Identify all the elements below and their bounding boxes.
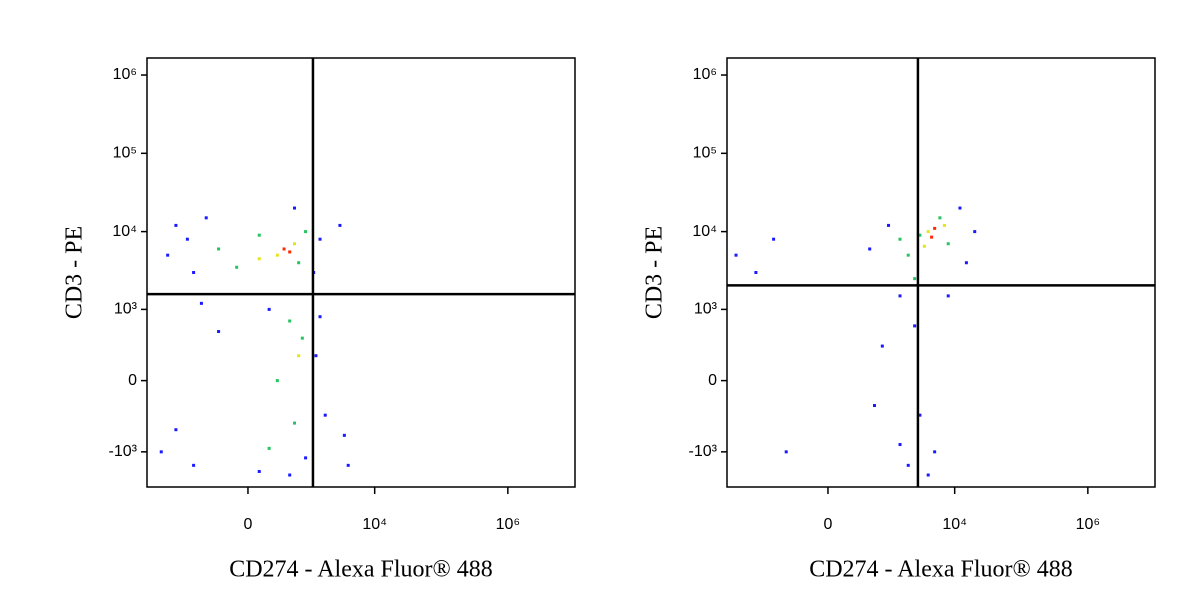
y-tick-label: 0: [128, 372, 137, 389]
event-dot: [204, 216, 208, 220]
event-dot: [784, 450, 788, 454]
event-dot: [906, 463, 910, 467]
x-tick-label: 0: [824, 516, 833, 533]
event-dot: [933, 226, 937, 230]
event-dot: [174, 223, 178, 227]
x-tick-label: 10⁴: [362, 516, 387, 533]
event-dot: [868, 247, 872, 251]
event-dot: [918, 233, 922, 237]
event-dot: [918, 413, 922, 417]
x-tick-label: 0: [244, 516, 253, 533]
x-axis-label: CD274 - Alexa Fluor® 488: [809, 557, 1073, 583]
event-dot: [930, 235, 934, 239]
y-tick-label: 10⁶: [113, 66, 137, 83]
y-tick-label: 10³: [694, 301, 718, 318]
event-dot: [288, 250, 292, 254]
event-dot: [887, 223, 891, 227]
event-dot: [166, 253, 170, 257]
event-dot: [946, 242, 950, 246]
event-dot: [913, 277, 917, 281]
event-dot: [958, 206, 962, 210]
event-dot: [257, 257, 261, 261]
event-dot: [288, 319, 292, 323]
event-dot: [938, 216, 942, 220]
event-dot: [192, 463, 196, 467]
event-dot: [217, 330, 221, 334]
event-dot: [926, 473, 930, 477]
event-dot: [323, 413, 327, 417]
event-dot: [342, 433, 346, 437]
event-dot: [913, 324, 917, 328]
event-dot: [293, 421, 297, 425]
event-dot: [275, 253, 279, 257]
event-dot: [217, 247, 221, 251]
y-axis-label: CD3 - PE: [642, 226, 668, 319]
event-dot: [880, 344, 884, 348]
event-dot: [267, 446, 271, 450]
y-tick-label: 10⁵: [693, 145, 717, 162]
event-dot: [933, 450, 937, 454]
event-dot: [318, 315, 322, 319]
event-dot: [192, 270, 196, 274]
event-dot: [174, 428, 178, 432]
y-tick-label: -10³: [109, 443, 138, 460]
y-axis-label: CD3 - PE: [62, 226, 88, 319]
event-dot: [314, 354, 318, 358]
event-dot: [293, 242, 297, 246]
event-dot: [304, 456, 308, 460]
event-dot: [199, 301, 203, 305]
event-dot: [288, 473, 292, 477]
event-dot: [185, 237, 189, 241]
event-dot: [275, 379, 279, 383]
event-dot: [942, 223, 946, 227]
x-tick-label: 10⁶: [496, 516, 520, 533]
x-tick-label: 10⁶: [1076, 516, 1100, 533]
event-dot: [898, 237, 902, 241]
y-tick-label: 10⁴: [692, 223, 717, 240]
event-dot: [293, 206, 297, 210]
event-dot: [734, 253, 738, 257]
plot-frame: [726, 57, 1156, 488]
event-dot: [946, 294, 950, 298]
event-dot: [898, 294, 902, 298]
event-dot: [906, 253, 910, 257]
event-dot: [973, 230, 977, 234]
event-dot: [297, 354, 301, 358]
event-dot: [159, 450, 163, 454]
y-tick-label: 0: [708, 372, 717, 389]
event-dot: [257, 469, 261, 473]
event-dot: [318, 237, 322, 241]
x-tick-label: 10⁴: [942, 516, 967, 533]
event-dot: [873, 404, 877, 408]
event-dot: [964, 261, 968, 265]
event-dot: [772, 237, 776, 241]
event-dot: [297, 261, 301, 265]
event-dot: [282, 247, 286, 251]
x-axis-label: CD274 - Alexa Fluor® 488: [229, 557, 493, 583]
event-dot: [257, 233, 261, 237]
y-tick-label: -10³: [689, 443, 718, 460]
event-dot: [346, 463, 350, 467]
event-dot: [235, 265, 239, 269]
y-tick-label: 10⁴: [112, 223, 137, 240]
event-dot: [304, 230, 308, 234]
event-dot: [338, 223, 342, 227]
event-dot: [300, 336, 304, 340]
event-dot: [922, 244, 926, 248]
plot-frame: [146, 57, 576, 488]
event-dot: [898, 443, 902, 447]
y-tick-label: 10³: [114, 301, 138, 318]
event-dot: [267, 307, 271, 311]
event-dot: [754, 270, 758, 274]
y-tick-label: 10⁵: [113, 145, 137, 162]
y-tick-label: 10⁶: [693, 66, 717, 83]
event-dot: [926, 230, 930, 234]
